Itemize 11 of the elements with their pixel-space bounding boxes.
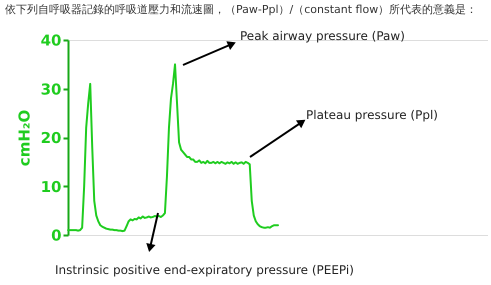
- line-series: [67, 63, 279, 232]
- y-axis-title: cmH₂O: [16, 110, 34, 166]
- y-tick-label: 20: [40, 129, 62, 147]
- annotation: Peak airway pressure (Paw): [240, 29, 405, 43]
- y-tick-label: 40: [40, 32, 62, 50]
- text: Plateau pressure (Ppl): [306, 108, 438, 122]
- y-tick-label: 10: [40, 178, 62, 196]
- text: Instrinsic positive end-expiratory pressure (PEEPi): [55, 263, 354, 277]
- chart-title: 依下列自呼吸器記錄的呼吸道壓力和流速圖，（Paw-Ppl）/（constant flow）所代表的意義是：: [5, 3, 478, 16]
- y-tick-label: 0: [51, 226, 62, 244]
- y-tick-label: 30: [40, 80, 62, 98]
